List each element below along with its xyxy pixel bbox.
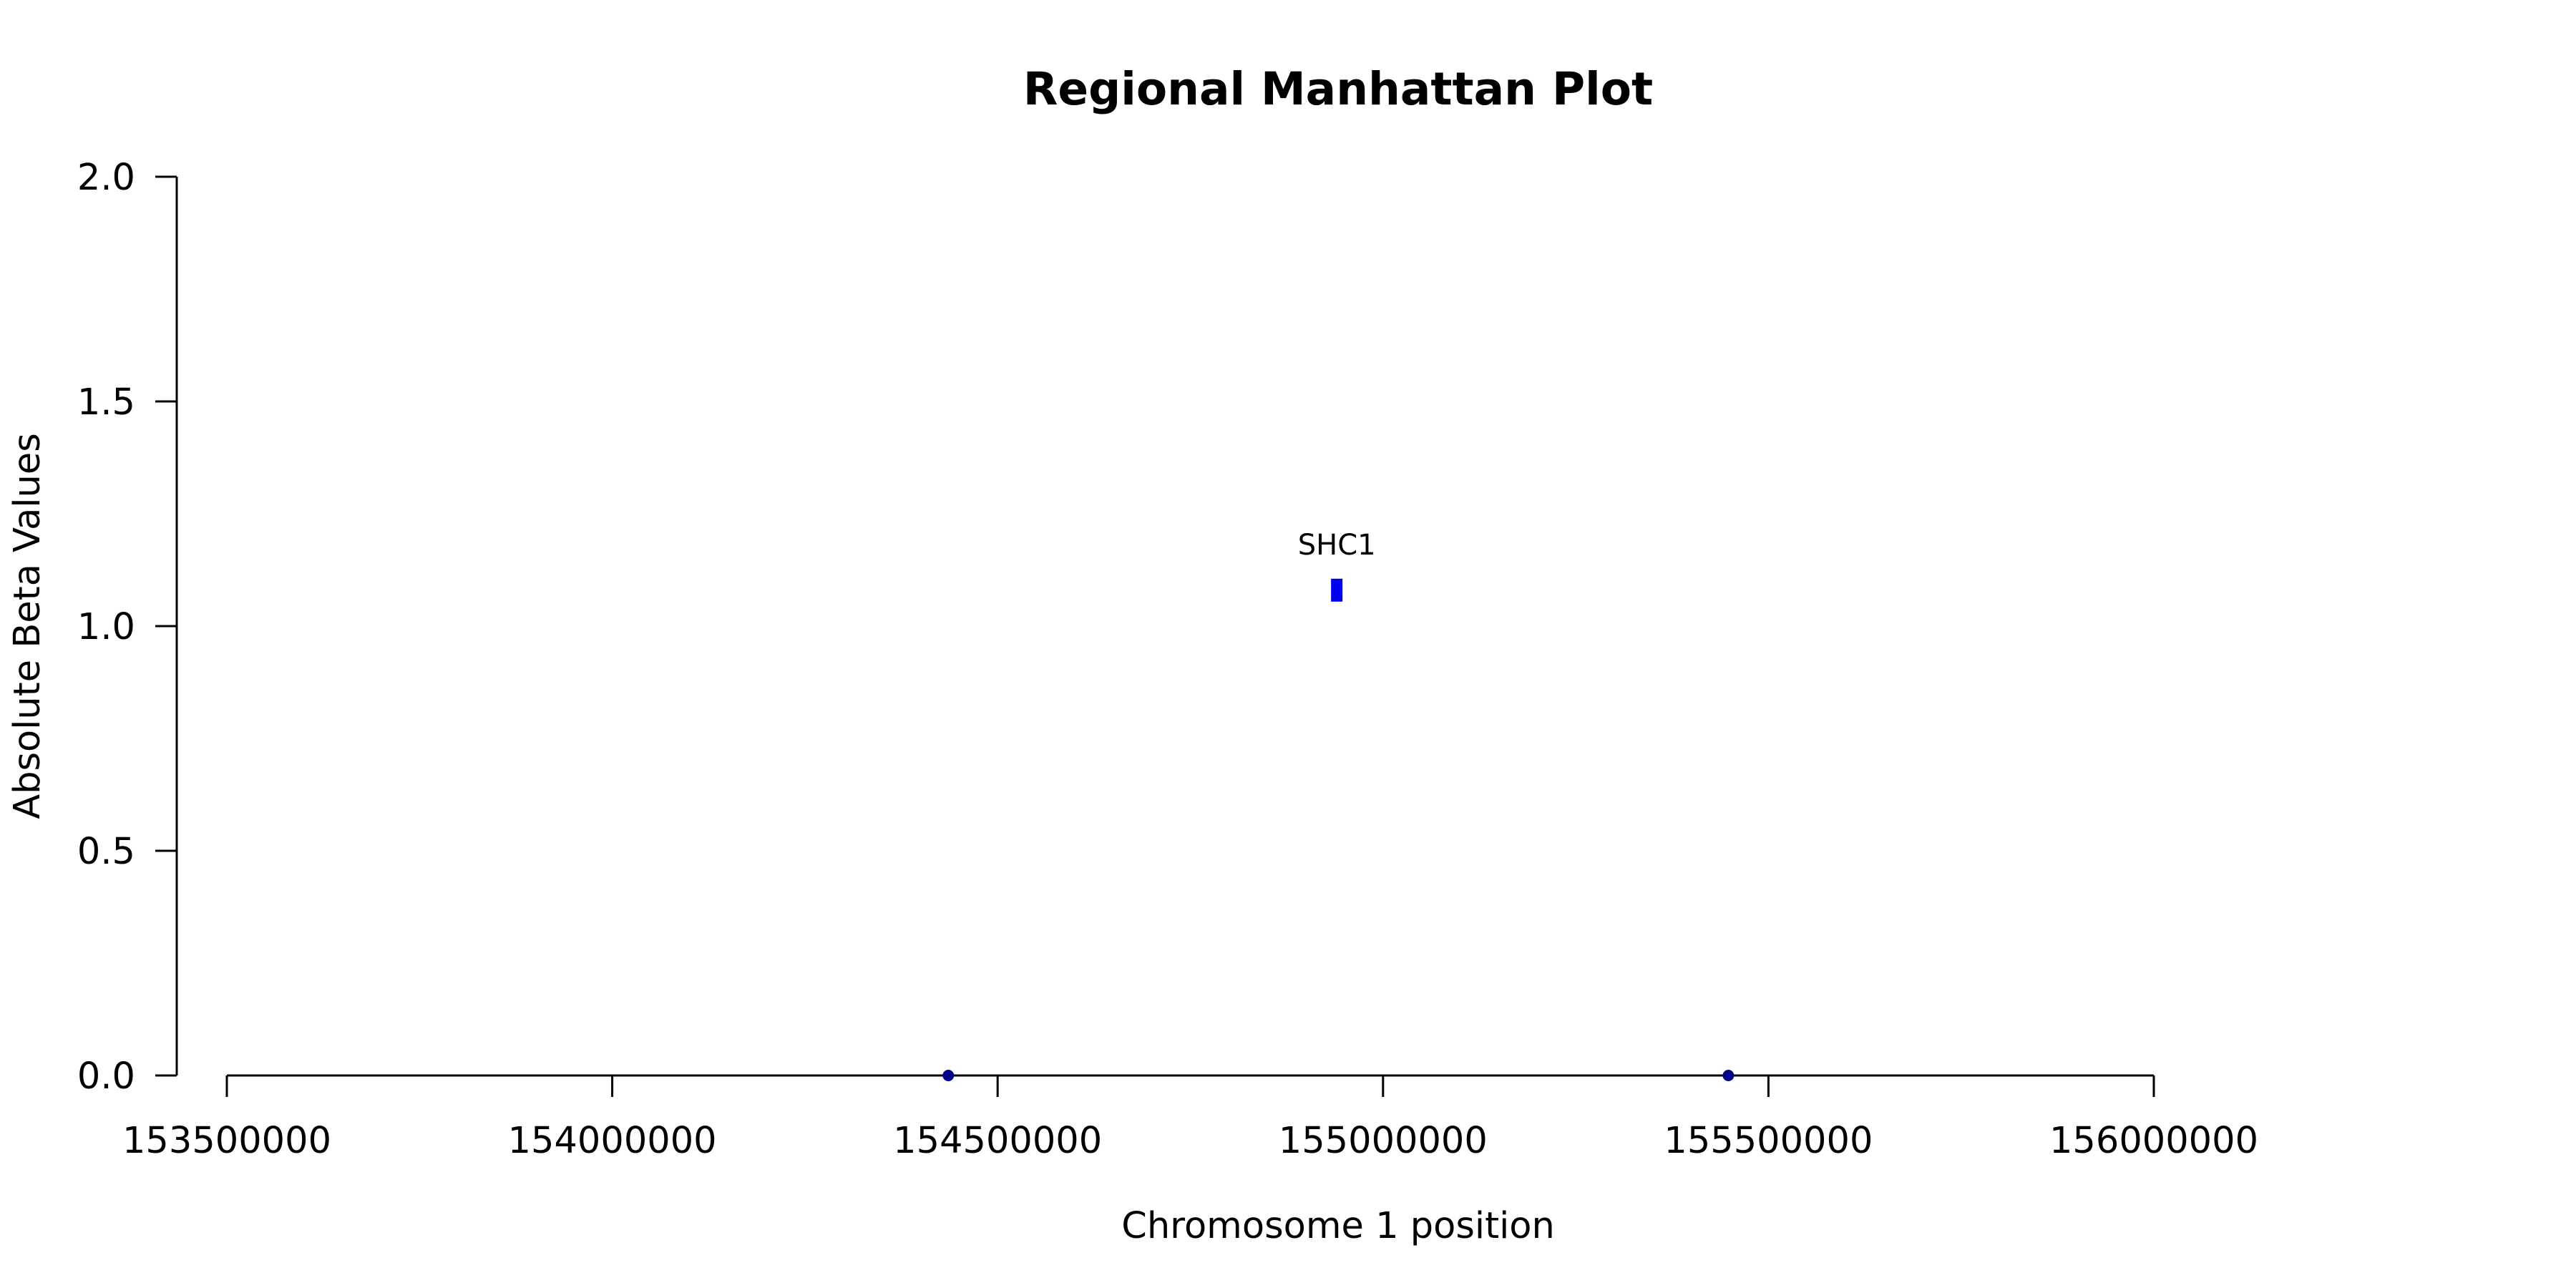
x-axis: 153500000 154000000 154500000 155000000 1555… [122, 1074, 2258, 1162]
x-tick-label: 153500000 [122, 1120, 331, 1162]
x-tick-label: 154000000 [508, 1120, 717, 1162]
x-tick-label: 155000000 [1279, 1120, 1488, 1162]
x-axis-label: Chromosome 1 position [1121, 1205, 1555, 1247]
x-tick-label: 154500000 [893, 1120, 1102, 1162]
y-axis: 0.0 0.5 1.0 1.5 2.0 [77, 157, 178, 1098]
y-axis-label: Absolute Beta Values [6, 433, 49, 819]
data-point [1331, 578, 1343, 602]
data-point [1722, 1070, 1735, 1081]
y-tick-label: 0.0 [77, 1055, 135, 1098]
y-tick-label: 2.0 [77, 157, 135, 199]
data-marks: SHC1 [942, 529, 1735, 1081]
x-tick-label: 155500000 [1664, 1120, 1873, 1162]
point-label: SHC1 [1298, 529, 1376, 562]
y-tick-label: 1.0 [77, 606, 135, 648]
data-point [942, 1070, 955, 1081]
y-tick-label: 1.5 [77, 381, 135, 424]
y-tick-label: 0.5 [77, 831, 135, 873]
chart-title: Regional Manhattan Plot [1023, 63, 1653, 115]
x-tick-label: 156000000 [2049, 1120, 2258, 1162]
